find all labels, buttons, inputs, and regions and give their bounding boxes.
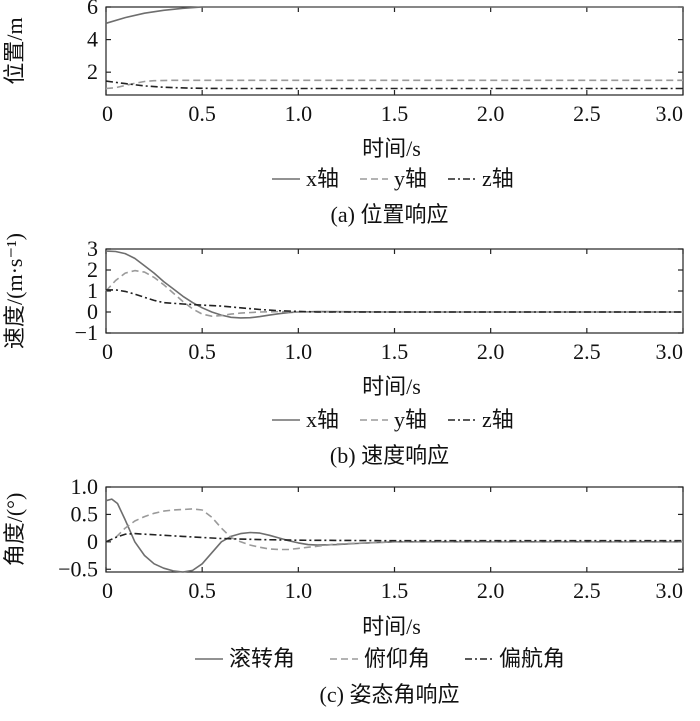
x-tick-label: 2.5 [573,101,601,126]
x-tick-label: 0.5 [188,339,216,364]
x-tick-label: 2.0 [477,339,505,364]
y-tick-label: 0.5 [71,501,99,526]
x-tick-label: 1.5 [381,339,409,364]
y-tick-label: −0.5 [58,556,98,581]
chart-panel-3: 0 0.5 1.0 1.5 2.0 2.5 3.0−0.500.51.0角度/(°)时间/s… [2,474,684,707]
y-tick-label: 0 [87,529,98,554]
plot-frame [105,486,684,573]
x-tick-label: 1.0 [285,578,313,603]
x-tick-label: 2.5 [573,339,601,364]
y-tick-label: 4 [87,27,98,52]
series-line-2 [105,79,683,90]
legend-label: 滚转角 [229,646,295,671]
x-tick-label: 0 [102,339,113,364]
x-tick-label: 1.0 [285,101,313,126]
y-tick-label: 3 [87,236,98,261]
y-axis-label: 速度/(m·s⁻¹) [2,233,27,349]
plot-frame [105,248,684,334]
x-axis-label: 时间/s [362,614,421,639]
x-tick-label: 3.0 [656,339,684,364]
series-line-2 [105,269,683,318]
series-line-1 [105,250,683,319]
y-axis-label: 位置/m [2,17,27,84]
y-tick-label: 1 [87,278,98,303]
series-line-3 [105,80,683,90]
legend-label: z轴 [482,407,514,432]
legend-label: 偏航角 [499,646,565,671]
series-line-3 [106,289,683,313]
x-tick-label: 3.0 [656,578,684,603]
x-tick-label: 0.5 [188,101,216,126]
legend-label: 俯仰角 [364,646,430,671]
x-tick-label: 1.0 [285,339,313,364]
series-line-3 [105,532,683,543]
x-tick-label: 2.5 [573,578,601,603]
y-tick-label: 6 [87,0,98,19]
legend-label: y轴 [394,166,427,191]
series-line-2 [105,508,683,551]
x-tick-label: 3.0 [656,101,684,126]
x-axis-label: 时间/s [362,374,421,399]
series-line-1 [105,6,683,25]
x-axis-label: 时间/s [362,136,421,161]
chart-panel-1: 0 0.5 1.0 1.5 2.0 2.5 3.0 2 4 6 位置/m 时间/s x轴 y轴 z轴 (a) … [2,0,684,227]
x-tick-label: 0 [102,578,113,603]
panel-caption: (a) 位置响应 [331,202,449,227]
legend-label: y轴 [394,407,427,432]
y-tick-label: 1.0 [71,474,99,499]
panel-caption: (b) 速度响应 [330,443,449,468]
legend-label: x轴 [306,407,339,432]
plot-frame [105,6,684,96]
y-tick-label: 2 [87,257,98,282]
x-tick-label: 2.0 [477,101,505,126]
x-tick-label: 1.5 [381,101,409,126]
y-tick-label: 0 [87,299,98,324]
x-tick-label: 0.5 [188,578,216,603]
x-tick-label: 2.0 [477,578,505,603]
legend-label: x轴 [306,166,339,191]
y-axis-label: 角度/(°) [2,493,27,567]
y-tick-label: 2 [87,59,98,84]
x-tick-label: 1.5 [381,578,409,603]
panel-caption: (c) 姿态角响应 [320,682,460,707]
y-tick-label: −1 [75,320,98,345]
series-line-1 [105,498,683,573]
legend-label: z轴 [482,166,514,191]
chart-panel-2: 0 0.5 1.0 1.5 2.0 2.5 3.0−10123速度/(m·s⁻¹)时间/sx… [2,233,684,468]
x-tick-label: 0 [102,101,113,126]
